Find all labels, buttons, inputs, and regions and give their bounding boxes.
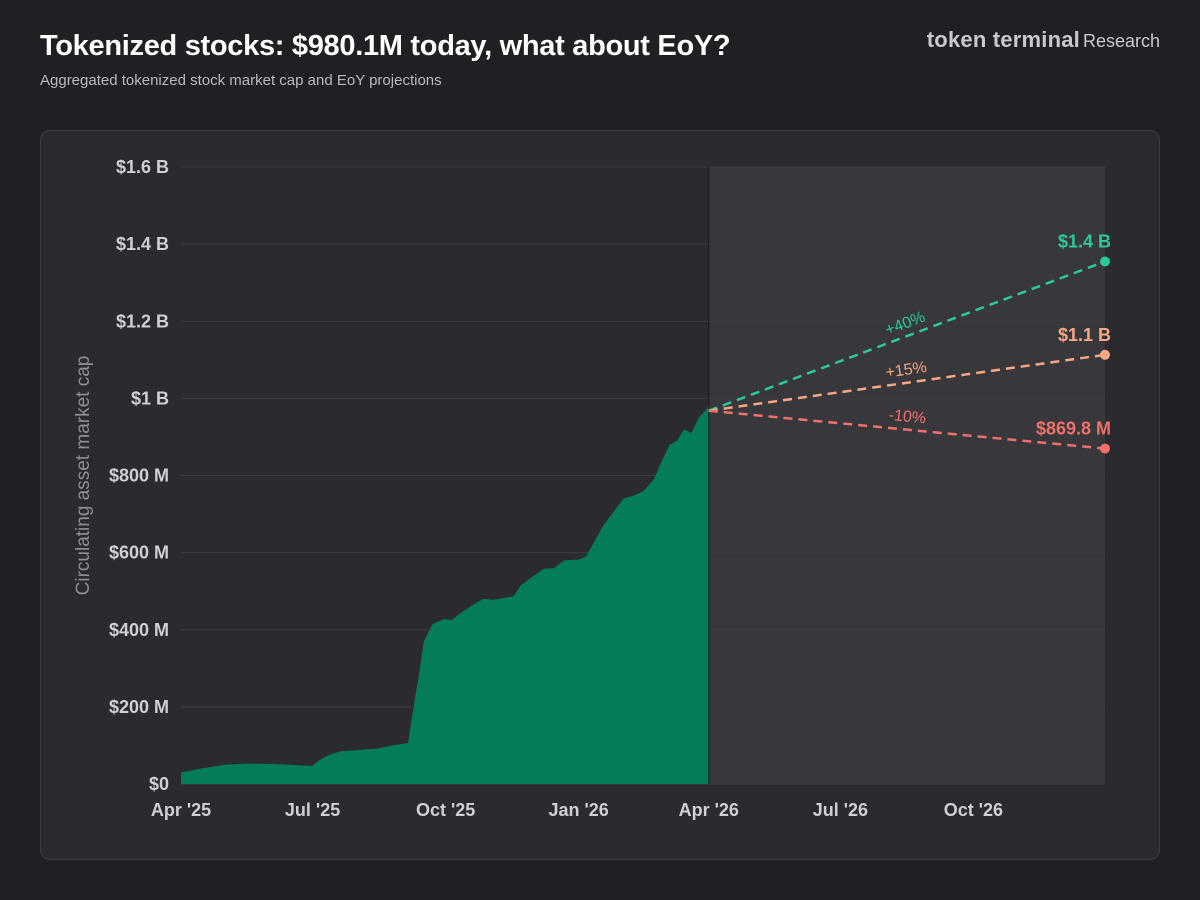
projection-line xyxy=(708,353,1106,412)
x-tick-label: Apr '26 xyxy=(679,800,739,820)
y-tick-label: $0 xyxy=(149,774,169,794)
projection-pct-label: +15% xyxy=(885,359,928,382)
projection-end-label: $1.4 B xyxy=(1058,231,1111,251)
y-tick-label: $800 M xyxy=(109,466,169,486)
projection-line xyxy=(708,409,1106,450)
projection-line xyxy=(708,260,1106,412)
y-tick-label: $1 B xyxy=(131,388,169,408)
chart-subtitle: Aggregated tokenized stock market cap an… xyxy=(40,72,442,89)
projection-endpoint xyxy=(1100,256,1110,267)
y-tick-label: $200 M xyxy=(109,697,169,717)
y-tick-label: $400 M xyxy=(109,620,169,640)
series-area xyxy=(181,406,709,784)
brand-name: token terminal xyxy=(926,27,1080,52)
brand-logo: token terminal Research xyxy=(927,27,1160,53)
x-tick-label: Oct '26 xyxy=(944,800,1003,820)
x-tick-label: Oct '25 xyxy=(416,800,475,820)
chart-title: Tokenized stocks: $980.1M today, what ab… xyxy=(40,30,731,62)
chart-svg: $0 $200 M $400 M $600 M $800 M $1 B $1.2 B $1.4… xyxy=(73,157,1111,820)
y-tick-label: $1.4 B xyxy=(116,234,169,254)
projection-end-label: $869.8 M xyxy=(1036,419,1111,439)
chart-panel: $0 $200 M $400 M $600 M $800 M $1 B $1.2 B $1.4… xyxy=(40,130,1160,860)
projection-endpoint xyxy=(1100,443,1110,454)
x-tick-label: Apr '25 xyxy=(151,800,211,820)
y-tick-label: $600 M xyxy=(109,543,169,563)
projection-pct-label: -10% xyxy=(888,407,927,427)
y-tick-label: $1.6 B xyxy=(116,157,169,177)
x-tick-label: Jan '26 xyxy=(548,800,608,820)
projection-endpoint xyxy=(1100,349,1110,360)
brand-sub: Research xyxy=(1082,31,1160,51)
y-axis-title: Circulating asset market cap xyxy=(73,356,94,596)
projection-end-label: $1.1 B xyxy=(1058,325,1111,345)
x-tick-label: Jul '25 xyxy=(285,800,340,820)
x-tick-label: Jul '26 xyxy=(813,800,868,820)
y-tick-label: $1.2 B xyxy=(116,311,169,331)
